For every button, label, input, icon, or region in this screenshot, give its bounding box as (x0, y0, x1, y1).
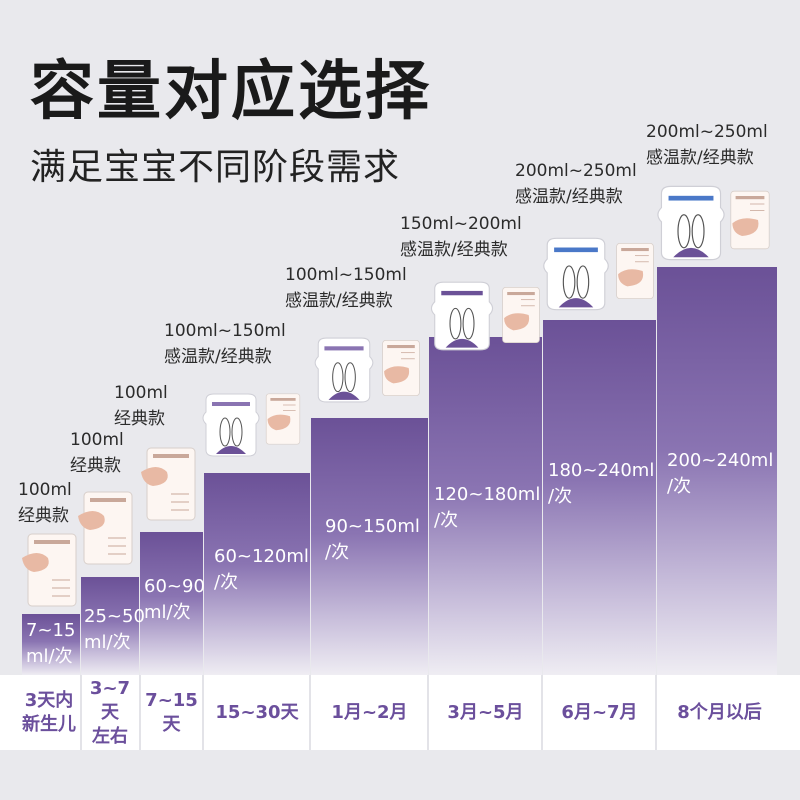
page-title: 容量对应选择 (30, 55, 432, 129)
capacity-caption-5: 100ml~150ml 感温款/经典款 (285, 265, 407, 311)
age-label-1: 3天内 新生儿 (22, 689, 76, 735)
stage-bar-5 (311, 418, 428, 675)
classic-bag-icon (265, 393, 301, 445)
classic-bag-icon (141, 447, 196, 521)
age-label-8: 8个月以后 (677, 701, 762, 723)
amount-label-5: 90~150ml/次 (325, 516, 420, 563)
classic-bag-icon (502, 287, 540, 343)
age-label-2: 3~7天 左右 (89, 677, 131, 747)
stage-bar-8 (657, 267, 777, 675)
column-divider (202, 675, 204, 750)
column-divider (309, 675, 311, 750)
capacity-caption-6: 150ml~200ml 感温款/经典款 (400, 214, 522, 260)
capacity-caption-3: 100ml 经典款 (114, 383, 168, 429)
classic-bag-icon (616, 243, 654, 299)
amount-label-1: 7~15 ml/次 (26, 620, 76, 667)
age-row: 3天内 新生儿 3~7天 左右 7~15 天 15~30天 1月~2月 3月~5月 6… (0, 675, 800, 750)
age-label-3: 7~15 天 (145, 689, 198, 735)
stage-bar-3 (140, 532, 203, 675)
classic-bag-icon (730, 190, 770, 250)
stage-bar-2 (81, 577, 139, 675)
capacity-caption-1: 100ml 经典款 (18, 480, 72, 526)
amount-label-8: 200~240ml/次 (667, 450, 774, 497)
classic-bag-icon (22, 533, 77, 607)
column-divider (80, 675, 82, 750)
stage-bar-4 (204, 473, 310, 675)
warm-bag-bunny-icon (314, 337, 374, 403)
column-divider (655, 675, 657, 750)
classic-bag-icon (382, 340, 420, 396)
column-divider (541, 675, 543, 750)
warm-bag-bunny-icon (543, 237, 609, 311)
capacity-caption-4: 100ml~150ml 感温款/经典款 (164, 321, 286, 367)
column-divider (427, 675, 429, 750)
age-label-5: 1月~2月 (331, 701, 408, 723)
stage-bar-6 (429, 337, 542, 675)
warm-bag-bunny-icon (657, 185, 725, 261)
age-label-6: 3月~5月 (447, 701, 524, 723)
warm-bag-bunny-icon (430, 281, 494, 351)
amount-label-4: 60~120ml/次 (214, 546, 309, 593)
page-subtitle: 满足宝宝不同阶段需求 (30, 147, 401, 188)
capacity-caption-8: 200ml~250ml 感温款/经典款 (646, 122, 768, 168)
stage-bar-1 (22, 614, 80, 675)
amount-label-6: 120~180ml/次 (434, 484, 541, 531)
amount-label-7: 180~240ml/次 (548, 460, 655, 507)
amount-label-3: 60~90 ml/次 (144, 576, 205, 623)
capacity-caption-7: 200ml~250ml 感温款/经典款 (515, 161, 637, 207)
amount-label-2: 25~50 ml/次 (84, 606, 145, 653)
stage-bar-7 (543, 320, 656, 675)
warm-bag-bunny-icon (202, 393, 260, 457)
age-label-4: 15~30天 (215, 701, 299, 723)
age-label-7: 6月~7月 (561, 701, 638, 723)
capacity-caption-2: 100ml 经典款 (70, 430, 124, 476)
classic-bag-icon (78, 491, 133, 565)
column-divider (139, 675, 141, 750)
